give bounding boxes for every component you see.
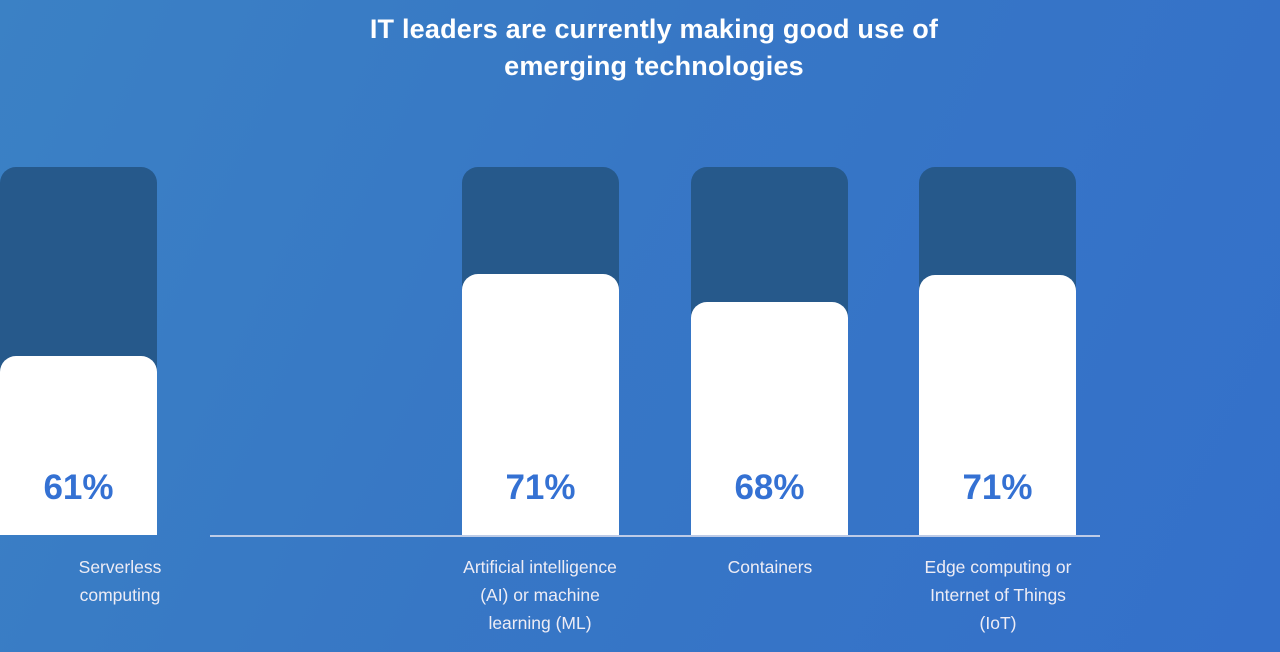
bar-serverless: 61% <box>0 167 157 535</box>
bar-fill <box>919 274 1076 535</box>
category-label-line: computing <box>79 585 161 605</box>
bar-fill <box>462 274 619 535</box>
bar-fill <box>691 302 848 535</box>
category-label-line: Serverless <box>78 557 162 577</box>
category-label-ai-ml: Artificial intelligence (AI) or machine le… <box>420 553 660 637</box>
category-label-line: learning (ML) <box>488 613 592 633</box>
value-label: 71% <box>962 468 1033 507</box>
category-label-edge-iot: Edge computing or Internet of Things (IoT) <box>878 553 1118 637</box>
category-label-line: Edge computing or <box>924 557 1072 577</box>
chart-title-line1: IT leaders are currently making good use… <box>369 14 939 44</box>
value-label: 71% <box>505 468 576 507</box>
bar-edge-iot: 71% <box>919 167 1076 535</box>
bar-containers: 68% <box>691 167 848 535</box>
category-label-line: Containers <box>727 557 813 577</box>
value-label: 61% <box>43 468 114 507</box>
category-label-line: (IoT) <box>979 613 1017 633</box>
chart-title-line2: emerging technologies <box>504 51 804 81</box>
category-label-containers: Containers <box>650 553 890 581</box>
category-label-line: (AI) or machine <box>480 585 600 605</box>
bar-fill <box>0 356 157 535</box>
category-label-line: Artificial intelligence <box>463 557 617 577</box>
value-label: 68% <box>734 468 805 507</box>
chart-title: IT leaders are currently making good use… <box>14 11 1280 85</box>
bar-ai-ml: 71% <box>462 167 619 535</box>
category-label-line: Internet of Things <box>930 585 1066 605</box>
category-label-serverless: Serverless computing <box>0 553 240 609</box>
x-axis-line <box>210 535 1100 537</box>
